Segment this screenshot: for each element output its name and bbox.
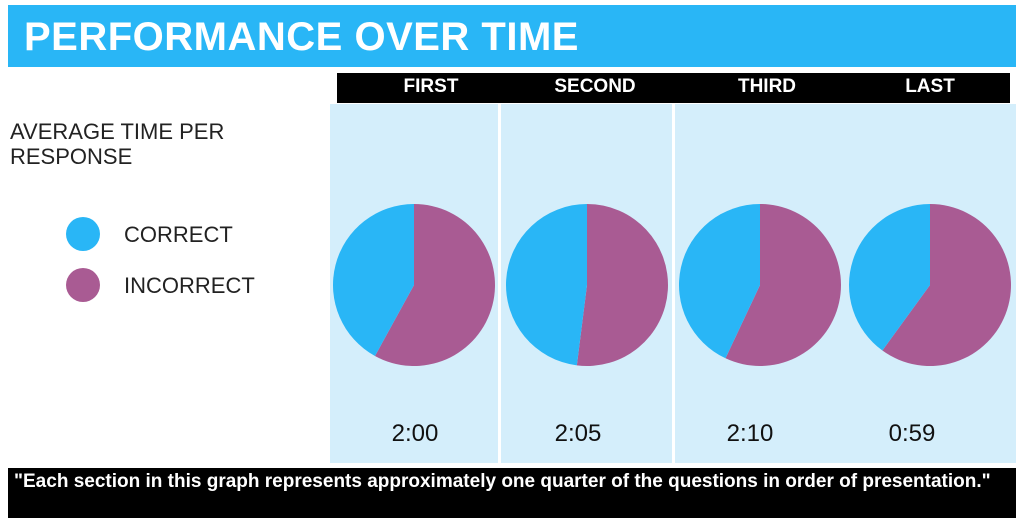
pie-slice-last-incorrect	[882, 204, 1012, 366]
pie-slice-second-incorrect	[576, 204, 668, 366]
column-header-last: LAST	[905, 76, 955, 97]
column-header-first: FIRST	[403, 76, 459, 97]
pie-slice-third-correct	[679, 204, 760, 359]
time-label-first: 2:00	[391, 420, 439, 447]
pie-slice-second-correct	[505, 204, 587, 366]
pie-slice-first-correct	[333, 204, 414, 356]
column-header-bar: FIRST SECOND THIRD LAST	[337, 73, 1010, 103]
column-header-second: SECOND	[554, 76, 636, 97]
pie-slice-first-incorrect	[374, 203, 496, 366]
footnote-text: "Each section in this graph represents a…	[14, 471, 991, 492]
legend-swatch-incorrect	[66, 268, 100, 302]
title-banner: PERFORMANCE OVER TIME	[8, 5, 1016, 67]
legend-label-correct: CORRECT	[124, 222, 233, 247]
column-header-third: THIRD	[737, 76, 797, 97]
time-label-third: 2:10	[726, 420, 774, 447]
page-title: PERFORMANCE OVER TIME	[24, 15, 579, 59]
legend-swatch-correct	[66, 217, 100, 251]
time-label-last: 0:59	[888, 420, 936, 447]
average-time-label: AVERAGE TIME PER RESPONSE	[10, 119, 225, 169]
footnote-bar: "Each section in this graph represents a…	[8, 468, 1016, 518]
pie-slice-third-incorrect	[725, 204, 841, 366]
legend-label-incorrect: INCORRECT	[124, 273, 255, 298]
time-label-second: 2:05	[554, 420, 602, 447]
pie-slice-last-correct	[849, 204, 930, 351]
